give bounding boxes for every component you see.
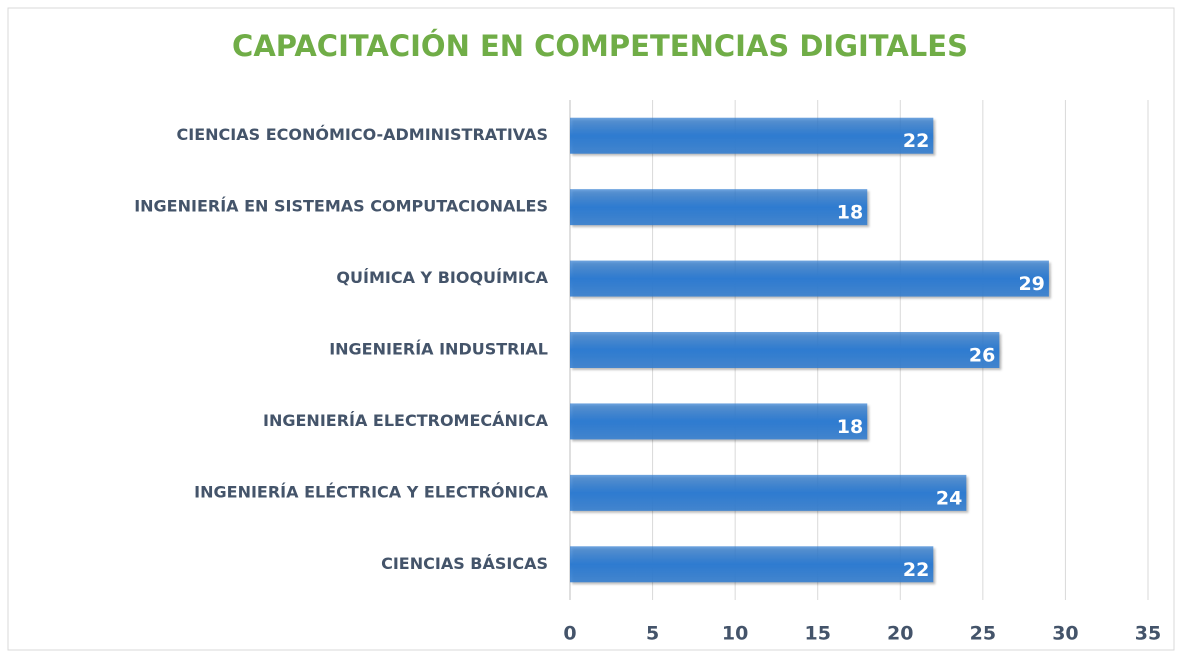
y-tick-label: INGENIERÍA ELÉCTRICA Y ELECTRÓNICA <box>194 482 548 501</box>
x-tick-label: 35 <box>1135 623 1161 645</box>
value-label: 22 <box>903 559 929 581</box>
y-tick-label: CIENCIAS ECONÓMICO-ADMINISTRATIVAS <box>177 125 548 144</box>
y-tick-label: QUÍMICA Y BIOQUÍMICA <box>336 268 548 287</box>
value-label: 18 <box>837 416 863 438</box>
chart-frame <box>7 7 1175 651</box>
x-tick-label: 25 <box>970 623 996 645</box>
bar <box>570 403 868 440</box>
y-tick-label: INGENIERÍA INDUSTRIAL <box>329 340 548 359</box>
value-label: 24 <box>936 487 962 509</box>
chart-title: CAPACITACIÓN EN COMPETENCIAS DIGITALES <box>232 29 968 63</box>
value-label: 29 <box>1018 273 1044 295</box>
bar <box>570 260 1049 297</box>
y-tick-label: CIENCIAS BÁSICAS <box>381 554 548 573</box>
value-label: 26 <box>969 345 995 367</box>
bar <box>570 117 934 154</box>
x-tick-label: 15 <box>804 623 830 645</box>
y-tick-label: INGENIERÍA ELECTROMECÁNICA <box>263 411 549 430</box>
y-tick-label: INGENIERÍA EN SISTEMAS COMPUTACIONALES <box>134 197 548 216</box>
x-tick-label: 0 <box>563 623 576 645</box>
x-tick-label: 20 <box>887 623 913 645</box>
x-tick-label: 10 <box>722 623 748 645</box>
x-tick-label: 5 <box>646 623 659 645</box>
x-tick-label: 30 <box>1052 623 1078 645</box>
bar <box>570 546 934 583</box>
value-label: 22 <box>903 130 929 152</box>
bar <box>570 474 967 511</box>
bar <box>570 332 1000 368</box>
value-label: 18 <box>837 202 863 224</box>
bar <box>570 189 868 226</box>
